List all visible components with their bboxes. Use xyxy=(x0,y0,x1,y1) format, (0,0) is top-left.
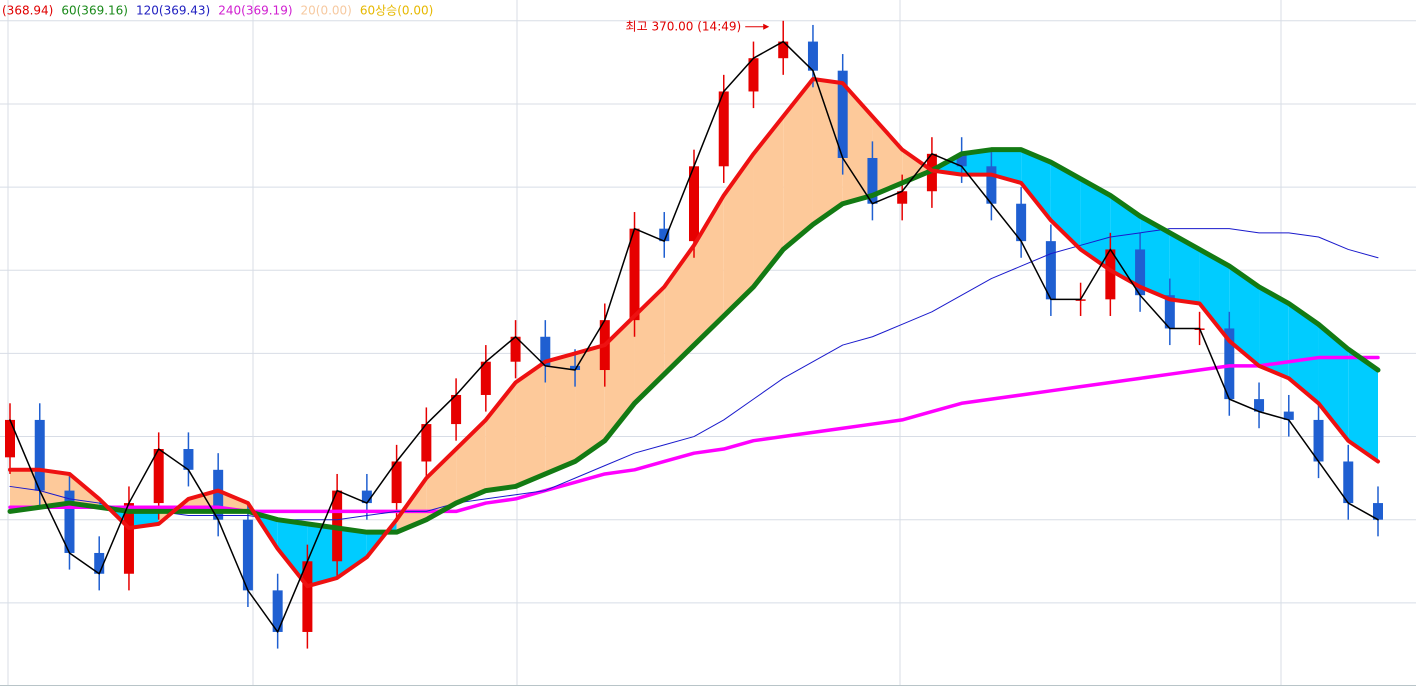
ma-band xyxy=(1229,266,1260,366)
candle-body xyxy=(1283,411,1294,420)
ma-band xyxy=(1348,349,1378,462)
ma-band xyxy=(39,469,70,508)
ma-band xyxy=(1259,286,1289,379)
candle-body xyxy=(956,153,967,167)
ma-line xyxy=(9,40,1379,633)
candle-body xyxy=(897,191,908,204)
ma-band xyxy=(426,449,457,520)
candle-body xyxy=(242,519,253,591)
candle-body xyxy=(64,490,75,553)
candle-body xyxy=(867,157,878,204)
candle-body xyxy=(1254,399,1265,412)
candle-body xyxy=(421,424,432,462)
candle-body xyxy=(361,490,372,504)
ma-band xyxy=(1140,216,1170,300)
candle-body xyxy=(540,336,551,366)
candle-body xyxy=(837,70,848,158)
ma-band xyxy=(812,78,843,225)
ma-band xyxy=(723,153,754,316)
annotation: 최고 370.00 (14:49) xyxy=(626,19,742,33)
candle-body xyxy=(1373,503,1383,520)
candle-body xyxy=(94,552,105,574)
ma-band xyxy=(456,419,486,504)
ma-band xyxy=(1199,249,1230,341)
candle-body xyxy=(213,469,224,520)
ma-line xyxy=(9,228,1379,521)
candle-body xyxy=(1224,328,1235,400)
ma-band xyxy=(10,469,40,512)
candle-body xyxy=(778,41,789,59)
candle-body xyxy=(123,503,134,574)
candle-body xyxy=(451,394,462,425)
candle-body xyxy=(689,166,699,242)
candle-body xyxy=(5,419,15,458)
ma-band xyxy=(485,382,516,491)
candle-body xyxy=(153,449,164,504)
candle-body xyxy=(1105,249,1116,300)
candle-body xyxy=(570,365,581,371)
candle-body xyxy=(1164,295,1175,329)
ma-band xyxy=(842,83,873,204)
legend-entry: (368.94) xyxy=(2,4,53,18)
ma-line xyxy=(8,76,1380,589)
candle-body xyxy=(183,449,194,470)
ma-band xyxy=(1169,232,1200,304)
candle-body xyxy=(807,41,818,71)
ma-band xyxy=(991,149,1022,183)
candle-body xyxy=(1045,241,1056,300)
ma-band xyxy=(545,353,576,474)
candle-body xyxy=(629,228,640,321)
legend-entry: 60상승(0.00) xyxy=(360,4,433,18)
ma-band xyxy=(1021,149,1051,221)
candle-body xyxy=(34,419,45,491)
ma-band xyxy=(1080,178,1111,271)
ma-band xyxy=(307,523,338,587)
ma-band xyxy=(575,345,605,462)
candle-body xyxy=(1016,203,1027,242)
ma-band xyxy=(277,519,308,587)
ma-band xyxy=(872,116,903,196)
ma-band xyxy=(961,149,992,175)
legend-entry: 60(369.16) xyxy=(61,4,128,18)
candle-body xyxy=(272,590,283,632)
candle-body xyxy=(1343,461,1354,504)
candle-body xyxy=(748,58,759,92)
ma-band xyxy=(337,528,367,578)
ma-band xyxy=(902,149,932,183)
ma-band xyxy=(783,78,813,250)
ma-line xyxy=(7,147,1381,535)
ma-band xyxy=(1288,303,1319,404)
candle-body xyxy=(1313,419,1324,462)
ma-band xyxy=(634,286,665,404)
ma-band xyxy=(753,116,784,287)
legend-entry: 120(369.43) xyxy=(136,4,210,18)
ma-band xyxy=(515,361,546,487)
legend-entry: 240(369.19) xyxy=(218,4,292,18)
legend-entry: 20(0.00) xyxy=(301,4,352,18)
candle-body xyxy=(986,166,997,204)
annotation-arrowhead xyxy=(763,23,770,30)
candle-body xyxy=(659,228,670,242)
candle-body xyxy=(480,361,491,395)
candle-body xyxy=(391,461,402,504)
candle-body xyxy=(302,561,313,632)
candle-body xyxy=(718,91,729,167)
ma-band xyxy=(1110,195,1141,287)
candle-body xyxy=(510,336,521,362)
candle-body xyxy=(1135,249,1146,296)
